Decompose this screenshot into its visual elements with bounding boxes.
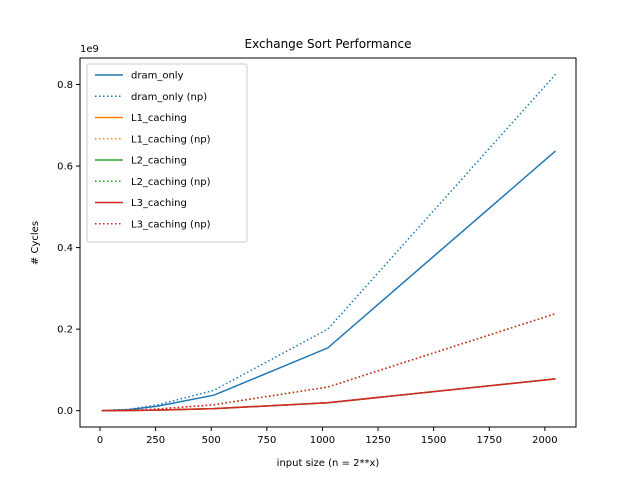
legend-label-dram-only-np: dram_only (np) <box>131 92 207 103</box>
y-tick-label: 0.2 <box>57 325 73 336</box>
legend-label-l2-caching: L2_caching <box>131 156 187 167</box>
series-line-l3-caching-np <box>101 312 556 412</box>
x-tick-label: 750 <box>257 435 276 446</box>
x-tick-label: 1500 <box>421 435 446 446</box>
legend-label-dram-only: dram_only <box>131 71 184 82</box>
legend: dram_only dram_only (np) L1_caching L1_cach… <box>86 63 248 243</box>
y-offset-label: 1e9 <box>80 44 99 55</box>
x-tick-label: 1750 <box>477 435 502 446</box>
y-tick-label: 0.0 <box>57 406 73 417</box>
legend-label-l2-caching-np: L2_caching (np) <box>131 177 211 188</box>
series-line-l3-caching <box>101 378 556 412</box>
y-tick-label: 0.8 <box>57 80 73 91</box>
legend-label-l1-caching-np: L1_caching (np) <box>131 134 211 145</box>
x-tick-label: 1250 <box>365 435 390 446</box>
y-axis-label: # Cycles <box>30 221 41 265</box>
x-tick-label: 0 <box>97 435 103 446</box>
plot-area: 0 250 500 750 1000 1250 1500 1750 2000 0.0 0.2 0.4 0… <box>57 57 577 446</box>
y-tick-label: 0.6 <box>57 162 73 173</box>
x-tick-label: 2000 <box>532 435 557 446</box>
legend-label-l3-caching: L3_caching <box>131 198 187 209</box>
chart-title: Exchange Sort Performance <box>245 37 412 51</box>
plot-frame <box>79 57 577 428</box>
legend-label-l1-caching: L1_caching <box>131 113 187 124</box>
legend-box <box>86 63 248 243</box>
legend-label-l3-caching-np: L3_caching (np) <box>131 219 211 230</box>
x-tick-label: 500 <box>202 435 221 446</box>
y-tick-label: 0.4 <box>57 243 73 254</box>
x-tick-label: 1000 <box>310 435 335 446</box>
x-axis-label: input size (n = 2**x) <box>277 458 380 469</box>
x-tick-label: 250 <box>146 435 165 446</box>
series-line-dram-only-np <box>101 73 557 412</box>
